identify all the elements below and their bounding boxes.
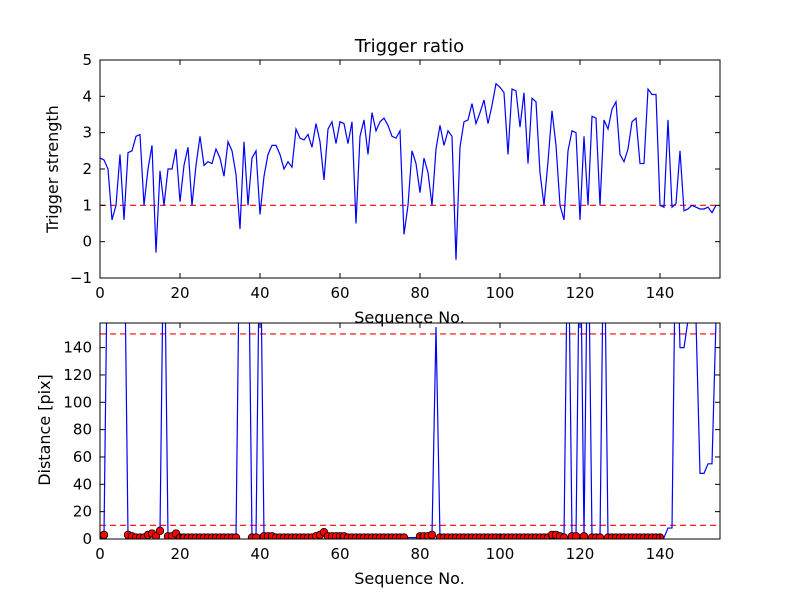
y-tick-label: 0 <box>82 233 92 251</box>
y-tick-label: 120 <box>63 366 92 384</box>
y-tick-label: 3 <box>82 124 92 142</box>
y-tick-label: 0 <box>82 530 92 548</box>
x-tick-label: 120 <box>566 284 595 302</box>
axes-frame-bottom <box>99 322 721 540</box>
y-tick-label: 5 <box>82 51 92 69</box>
x-tick-label: 0 <box>95 545 105 563</box>
trigger-ratio-axes: Trigger ratio 0 20 40 60 80 100 120 140−1012345… <box>43 36 721 327</box>
x-tick-label: 100 <box>486 545 515 563</box>
x-tick-label: 60 <box>330 284 349 302</box>
y-axis-label-bottom: Distance [pix] <box>35 374 54 486</box>
data-point <box>595 533 605 539</box>
x-tick-label: 40 <box>250 284 269 302</box>
x-tick-label: 20 <box>170 284 189 302</box>
y-tick-label: 40 <box>73 475 92 493</box>
x-tick-label: 120 <box>566 545 595 563</box>
x-tick-label: 60 <box>330 545 349 563</box>
y-tick-label: 4 <box>82 87 92 105</box>
y-tick-label: 20 <box>73 503 92 521</box>
x-tick-label: 100 <box>486 284 515 302</box>
distance-axes: 0 20 40 60 80 100 120 140 0 20 40 60 80 100 120 140 Seq… <box>35 322 721 588</box>
data-point <box>399 533 409 539</box>
chart-title: Trigger ratio <box>354 36 464 57</box>
y-tick-label: 100 <box>63 393 92 411</box>
y-tick-label: 1 <box>82 196 92 214</box>
data-point <box>231 533 241 539</box>
x-tick-label: 140 <box>646 545 675 563</box>
y-tick-label: 60 <box>73 448 92 466</box>
y-tick-label: 140 <box>63 339 92 357</box>
series-line <box>100 82 717 260</box>
y-tick-label: 80 <box>73 421 92 439</box>
y-tick-label: −1 <box>70 269 92 287</box>
data-point <box>559 533 569 539</box>
x-tick-label: 40 <box>250 545 269 563</box>
axes-frame-top <box>99 59 721 279</box>
x-axis-label-bottom: Sequence No. <box>354 569 465 588</box>
data-point <box>427 530 437 539</box>
x-tick-label: 80 <box>410 545 429 563</box>
data-point <box>155 526 165 535</box>
y-tick-label: 2 <box>82 160 92 178</box>
x-axis-label-top: Sequence No. <box>354 308 465 327</box>
x-tick-label: 140 <box>646 284 675 302</box>
x-tick-label: 20 <box>170 545 189 563</box>
x-tick-label: 0 <box>95 284 105 302</box>
data-point <box>100 530 109 539</box>
y-axis-label-top: Trigger strength <box>43 105 62 234</box>
x-tick-label: 80 <box>410 284 429 302</box>
